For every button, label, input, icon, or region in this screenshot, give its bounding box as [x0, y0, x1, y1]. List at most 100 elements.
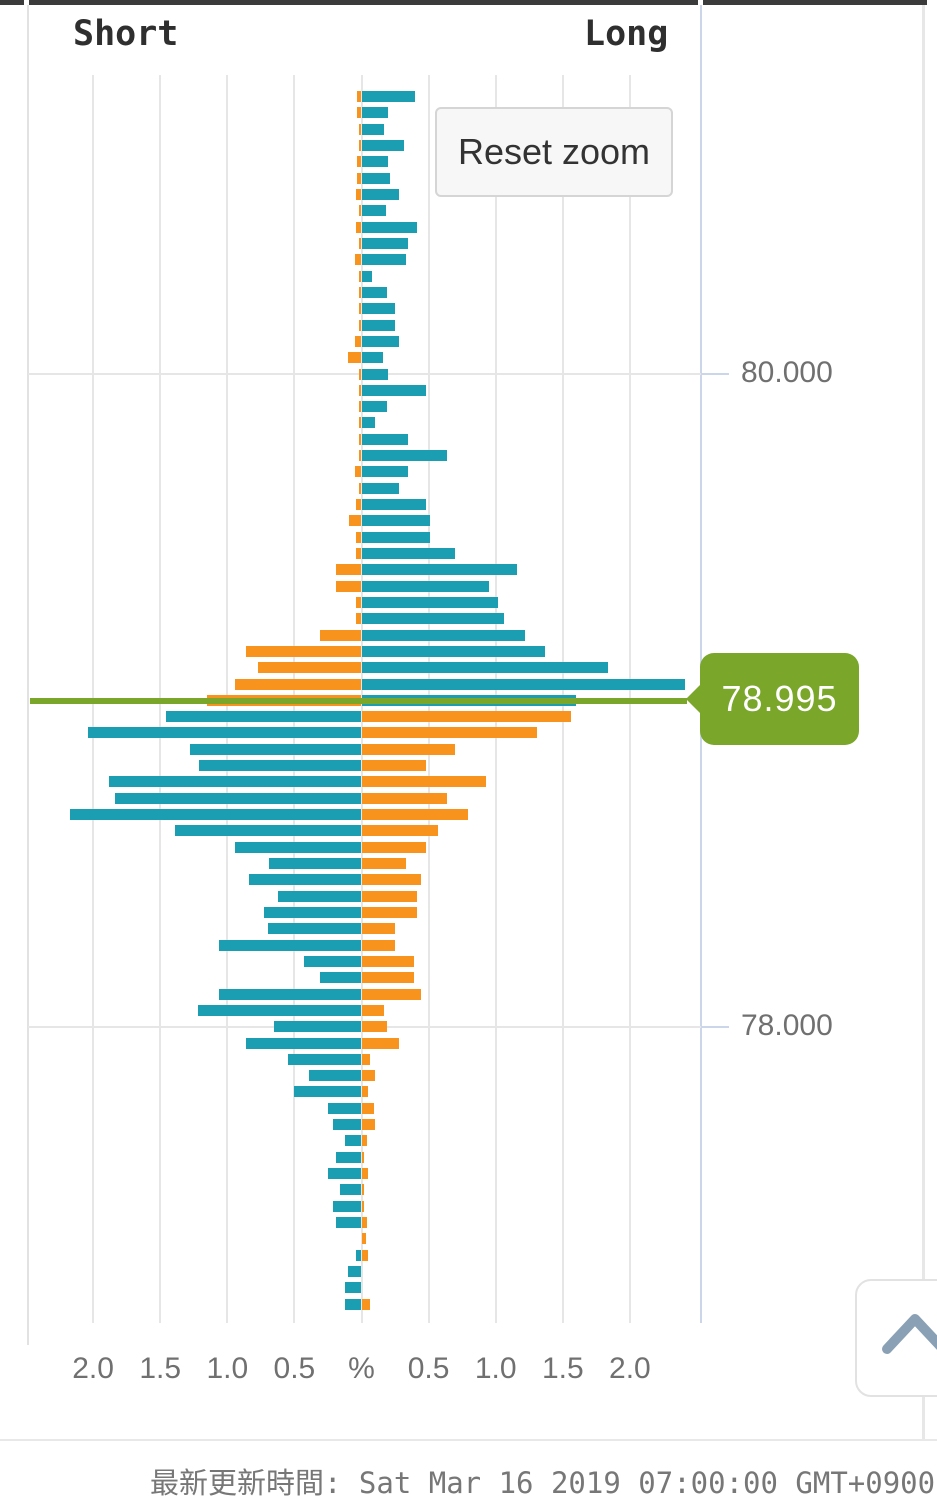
long-bar	[361, 499, 426, 511]
footer-divider	[0, 1439, 937, 1441]
long-bar	[361, 466, 409, 478]
short-bar	[263, 906, 362, 918]
reset-zoom-button[interactable]: Reset zoom	[435, 107, 673, 197]
strip-notch	[698, 0, 703, 5]
short-bar	[246, 645, 362, 657]
short-bar	[358, 319, 362, 331]
long-bar	[361, 91, 416, 103]
short-bar	[358, 270, 362, 282]
short-bar	[356, 547, 362, 559]
long-bar	[361, 939, 396, 951]
short-bar	[358, 205, 362, 217]
long-bar	[361, 1233, 366, 1245]
short-bar	[356, 596, 362, 608]
long-bar	[361, 972, 414, 984]
short-bar	[258, 662, 362, 674]
long-bar	[361, 1298, 370, 1310]
short-bar	[358, 433, 362, 445]
short-bar	[199, 760, 362, 772]
short-bar	[327, 1102, 362, 1114]
long-bar	[361, 123, 385, 135]
short-bar	[235, 841, 362, 853]
short-bar	[165, 711, 362, 723]
plot-left-border	[27, 5, 29, 1345]
short-bar	[114, 792, 362, 804]
long-bar	[361, 711, 571, 723]
long-bar	[361, 1217, 367, 1228]
long-bar	[361, 988, 421, 1000]
short-side-label: Short	[73, 14, 179, 54]
short-bar	[333, 1119, 362, 1131]
long-bar	[361, 433, 409, 445]
short-bar	[358, 450, 362, 462]
short-bar	[336, 564, 362, 576]
short-bar	[319, 629, 362, 641]
strip-notch	[24, 0, 29, 5]
short-bar	[309, 1070, 362, 1082]
long-bar	[361, 254, 406, 266]
long-bar	[361, 629, 526, 641]
short-bar	[358, 482, 362, 494]
short-bar	[356, 499, 362, 511]
short-bar	[345, 1282, 362, 1294]
right-edge-border	[922, 5, 925, 1439]
long-bar	[361, 858, 406, 870]
long-bar	[361, 564, 518, 576]
short-bar	[356, 531, 362, 543]
long-bar	[361, 1249, 369, 1261]
short-bar	[354, 466, 362, 478]
short-bar	[287, 1053, 362, 1065]
long-bar	[361, 368, 389, 380]
short-bar	[294, 1086, 362, 1098]
x-axis-label: 0.5	[407, 1352, 450, 1385]
short-bar	[354, 335, 362, 347]
long-bar	[361, 743, 456, 755]
x-axis-label: 1.0	[474, 1352, 517, 1385]
long-bar	[361, 1070, 375, 1082]
short-bar	[327, 1168, 362, 1180]
long-bar	[361, 809, 468, 821]
x-axis-label: 2.0	[609, 1352, 651, 1385]
short-bar	[349, 515, 362, 527]
short-bar	[274, 1021, 362, 1033]
long-bar	[361, 678, 685, 690]
long-bar	[361, 352, 383, 364]
price-axis-tick	[701, 1025, 729, 1028]
long-bar	[361, 547, 456, 559]
long-bar	[361, 662, 609, 674]
long-bar	[361, 1184, 365, 1196]
long-bar	[361, 482, 400, 494]
short-bar	[278, 890, 362, 902]
short-bar	[358, 140, 362, 152]
short-bar	[358, 384, 362, 396]
long-bar	[361, 303, 396, 315]
long-bar	[361, 613, 504, 625]
long-bar	[361, 221, 417, 233]
long-bar	[361, 401, 387, 413]
long-bar	[361, 760, 426, 772]
short-bar	[358, 123, 362, 135]
short-bar	[248, 874, 362, 886]
long-bar	[361, 1053, 370, 1065]
short-bar	[356, 221, 362, 233]
price-axis-label: 78.000	[741, 1008, 833, 1042]
short-bar	[268, 858, 362, 870]
chevron-up-icon	[882, 1314, 937, 1354]
long-bar	[361, 189, 400, 200]
short-bar	[336, 580, 362, 592]
short-bar	[356, 613, 362, 625]
short-bar	[87, 727, 362, 739]
long-bar	[361, 450, 448, 462]
short-bar	[357, 156, 362, 168]
short-bar	[219, 988, 362, 1000]
long-bar	[361, 890, 417, 902]
flag-arrow-icon	[686, 685, 700, 713]
short-bar	[109, 776, 362, 788]
short-bar	[333, 1200, 362, 1212]
scroll-to-top-button[interactable]	[855, 1279, 937, 1397]
long-bar	[361, 1086, 369, 1098]
short-bar	[340, 1184, 362, 1196]
long-bar	[361, 515, 430, 527]
